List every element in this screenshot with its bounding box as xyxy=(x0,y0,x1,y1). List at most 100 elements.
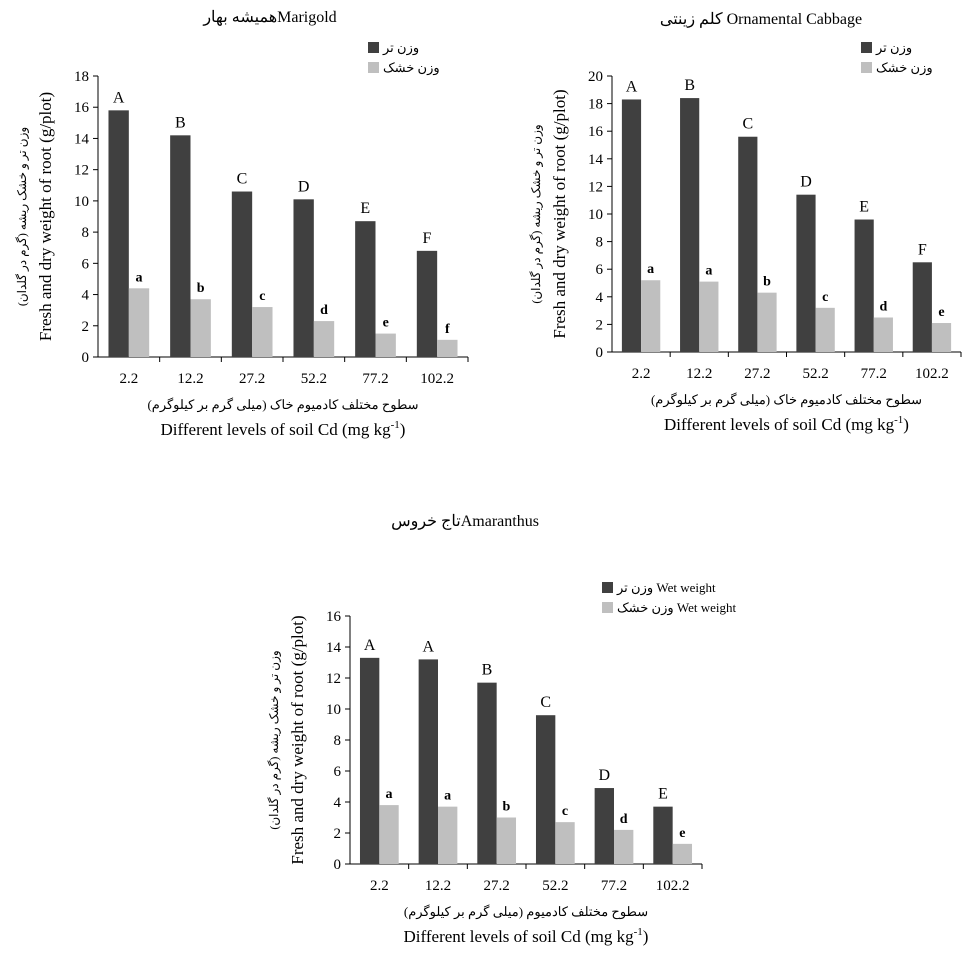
y-tick-label: 4 xyxy=(82,288,90,304)
x-tick-label: 77.2 xyxy=(601,878,627,894)
bar-dry xyxy=(496,817,517,864)
bar-wet xyxy=(170,135,191,357)
x-axis-label-fa: سطوح مختلف کادمیوم خاک (میلی گرم بر کیلو… xyxy=(651,392,922,408)
y-tick-label: 2 xyxy=(596,317,604,333)
bar-dry xyxy=(815,307,835,352)
bar-dry xyxy=(313,321,335,357)
x-tick-label: 52.2 xyxy=(542,878,568,894)
y-tick-label: 0 xyxy=(596,345,604,361)
bar-significance-label: B xyxy=(175,114,186,131)
x-axis-label-fa: سطوح مختلف کادمیوم خاک (میلی گرم بر کیلو… xyxy=(147,397,418,413)
bar-wet xyxy=(594,788,614,864)
bar-significance-label: E xyxy=(360,200,370,217)
bar-dry xyxy=(699,281,719,352)
x-axis-label-end: ) xyxy=(903,415,909,434)
bar-significance-label: f xyxy=(445,322,450,337)
bar-significance-label: a xyxy=(386,787,393,802)
bar-dry xyxy=(375,333,396,357)
bar-wet xyxy=(912,262,932,352)
y-tick-label: 14 xyxy=(588,152,604,168)
bar-wet xyxy=(293,199,314,357)
chart-title: کلم زینتی Ornamental Cabbage xyxy=(660,11,862,28)
chart-title: تاج خروسAmaranthus xyxy=(391,513,539,530)
bar-significance-label: D xyxy=(800,174,812,191)
bar-dry xyxy=(614,829,634,864)
x-axis-label-en: Different levels of soil Cd (mg kg-1) xyxy=(664,414,909,434)
x-axis-label-sup: -1 xyxy=(634,926,643,938)
y-tick-label: 10 xyxy=(588,207,603,223)
bar-significance-label: e xyxy=(679,826,685,841)
bar-dry xyxy=(641,280,661,352)
bar-significance-label: D xyxy=(599,767,611,784)
bar-dry xyxy=(555,822,575,864)
y-tick-label: 18 xyxy=(588,97,603,113)
x-tick-label: 27.2 xyxy=(239,371,265,387)
legend-swatch xyxy=(368,42,379,53)
legend-swatch xyxy=(368,62,379,73)
bar-dry xyxy=(190,299,211,357)
x-tick-label: 27.2 xyxy=(484,878,510,894)
x-tick-label: 102.2 xyxy=(420,371,454,387)
bar-wet xyxy=(796,194,816,352)
bar-significance-label: F xyxy=(423,230,432,247)
chart-svg: همیشه بهارMarigold 0 2 4 6 8 10 12 14 16 18 2.2 Aa 12… xyxy=(15,9,469,439)
legend-swatch xyxy=(861,42,872,53)
y-axis-label-fa: وزن تر و خشک ریشه (گرم در گلدان) xyxy=(529,124,543,303)
bar-significance-label: D xyxy=(298,178,310,195)
y-tick-label: 20 xyxy=(588,69,603,85)
bar-dry xyxy=(672,843,693,864)
x-tick-label: 77.2 xyxy=(861,366,887,382)
bar-wet xyxy=(355,221,376,357)
y-tick-label: 2 xyxy=(82,319,90,335)
chart-ornamental-cabbage: کلم زینتی Ornamental Cabbage 0 2 4 6 8 10 12 14 1… xyxy=(485,0,970,440)
bar-significance-label: C xyxy=(742,116,753,133)
bar-significance-label: d xyxy=(879,300,887,315)
bar-significance-label: A xyxy=(364,637,376,654)
bar-significance-label: a xyxy=(647,262,654,277)
x-axis-label-text: Different levels of soil Cd (mg kg xyxy=(161,420,392,439)
legend-label: وزن تر xyxy=(382,40,419,56)
bar-dry xyxy=(437,339,458,357)
y-tick-label: 2 xyxy=(334,826,342,842)
x-axis-label-en: Different levels of soil Cd (mg kg-1) xyxy=(161,419,406,439)
y-tick-label: 10 xyxy=(74,194,89,210)
bar-significance-label: c xyxy=(562,804,568,819)
bar-dry xyxy=(438,806,458,864)
x-tick-label: 77.2 xyxy=(362,371,388,387)
bar-significance-label: A xyxy=(113,89,125,106)
y-axis-label-en: Fresh and dry weight of root (g/plot) xyxy=(288,615,307,864)
x-axis-label-fa: سطوح مختلف کادمیوم (میلی گرم بر کیلوگرم) xyxy=(404,904,648,920)
y-axis-label-en: Fresh and dry weight of root (g/plot) xyxy=(550,89,569,338)
legend-label: وزن خشک Wet weight xyxy=(617,600,737,616)
x-tick-label: 27.2 xyxy=(744,366,770,382)
y-axis-label-en: Fresh and dry weight of root (g/plot) xyxy=(36,92,55,341)
y-tick-label: 12 xyxy=(588,179,603,195)
y-tick-label: 18 xyxy=(74,69,89,85)
bar-wet xyxy=(738,136,758,352)
legend-swatch xyxy=(602,582,613,593)
y-tick-label: 14 xyxy=(326,640,342,656)
bar-significance-label: b xyxy=(502,800,510,815)
bar-significance-label: C xyxy=(540,694,551,711)
chart-svg: کلم زینتی Ornamental Cabbage 0 2 4 6 8 10 12 14 1… xyxy=(529,11,962,434)
bar-significance-label: B xyxy=(684,77,695,94)
y-tick-label: 16 xyxy=(326,609,342,625)
x-axis-label-text: Different levels of soil Cd (mg kg xyxy=(664,415,895,434)
bar-significance-label: a xyxy=(444,789,451,804)
bar-significance-label: e xyxy=(938,305,944,320)
y-tick-label: 14 xyxy=(74,131,90,147)
bar-wet xyxy=(535,715,556,864)
bar-significance-label: b xyxy=(197,281,205,296)
x-axis-label-end: ) xyxy=(400,420,406,439)
x-axis-label-end: ) xyxy=(643,927,649,946)
x-axis-label-sup: -1 xyxy=(391,419,400,431)
y-tick-label: 10 xyxy=(326,702,341,718)
x-tick-label: 12.2 xyxy=(425,878,451,894)
legend-label: وزن خشک xyxy=(383,60,440,76)
bar-significance-label: F xyxy=(918,241,927,258)
y-tick-label: 6 xyxy=(82,256,90,272)
bar-wet xyxy=(108,110,129,357)
bar-wet xyxy=(653,806,673,864)
bar-significance-label: B xyxy=(482,662,493,679)
